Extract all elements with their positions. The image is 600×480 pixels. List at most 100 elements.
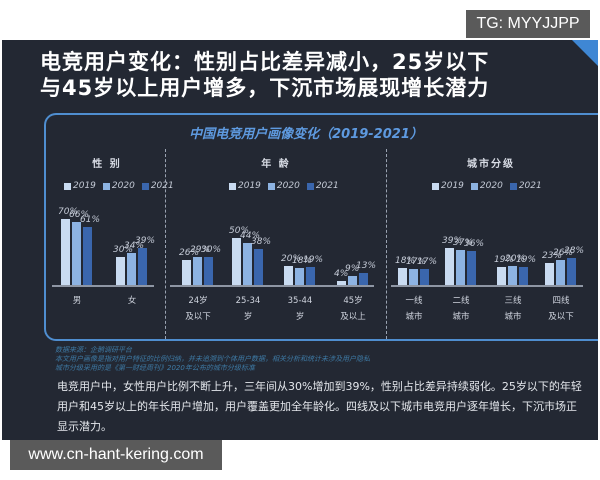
bar <box>567 258 576 285</box>
data-label: 29% <box>190 245 211 256</box>
category-label: 35-44 岁 <box>287 296 313 322</box>
data-label: 13% <box>356 260 377 271</box>
data-label: 18% <box>395 255 416 266</box>
legend-item: 2019 <box>229 181 261 191</box>
data-label: 30% <box>113 244 134 255</box>
bar <box>359 272 368 285</box>
legend-label: 2020 <box>479 181 503 191</box>
data-label: 34% <box>124 240 145 251</box>
legend-item: 2021 <box>306 181 339 191</box>
bar <box>398 267 407 285</box>
bar <box>545 263 554 285</box>
bar <box>254 248 263 285</box>
section-title: 性 别 <box>92 159 122 170</box>
category-label: 二线 城市 <box>452 296 470 322</box>
legend-swatch-icon <box>432 182 439 190</box>
legend-label: 2020 <box>276 181 300 191</box>
bar <box>127 252 136 285</box>
legend-item: 2020 <box>267 181 300 191</box>
data-label: 44% <box>240 231 261 242</box>
data-label: 38% <box>251 236 272 247</box>
bar <box>467 250 476 285</box>
bar <box>337 281 346 285</box>
section-title: 年 龄 <box>261 159 291 170</box>
bar <box>497 266 506 285</box>
chart-panel: 中国电竞用户画像变化（2019-2021） 性 别 2019 2020 2021 70%… <box>44 113 598 341</box>
data-label: 50% <box>229 225 250 236</box>
headline-line-1: 电竞用户变化：性别占比差异减小，25岁以下 <box>40 50 490 74</box>
category-label: 45岁 及以上 <box>340 296 366 322</box>
legend-swatch-icon <box>102 182 110 190</box>
data-label: 19% <box>494 254 515 265</box>
legend-swatch-icon <box>141 182 149 190</box>
data-label: 19% <box>303 254 324 265</box>
source-line-2: 本文用户画像是指对用户特征的比例归纳，并未追溯到个体用户数据，相关分析和统计未涉… <box>55 355 370 363</box>
legend-swatch-icon <box>64 182 71 190</box>
source-note: 数据来源：企鹅调研平台 本文用户画像是指对用户特征的比例归纳，并未追溯到个体用户… <box>55 346 370 373</box>
axis-baseline <box>170 285 374 287</box>
legend-item: 2020 <box>102 181 135 191</box>
legend-swatch-icon <box>470 182 478 190</box>
data-label: 70% <box>58 206 79 217</box>
bar <box>61 218 70 285</box>
category-label: 三线 城市 <box>504 296 522 322</box>
category-label: 一线 城市 <box>405 296 423 322</box>
bar <box>519 266 528 285</box>
legend: 2019 2020 2021 <box>229 181 339 191</box>
data-label: 20% <box>505 254 526 264</box>
tg-watermark: TG: MYYJJPP <box>466 10 590 38</box>
bar <box>193 257 202 285</box>
bar <box>72 222 81 285</box>
data-label: 26% <box>553 248 574 259</box>
legend-swatch-icon <box>306 182 314 190</box>
legend: 2019 2020 2021 <box>64 181 174 191</box>
bar <box>182 260 191 285</box>
legend-label: 2021 <box>150 181 174 191</box>
data-label: 28% <box>564 246 585 257</box>
data-label: 17% <box>406 256 427 267</box>
category-label: 男 <box>72 296 82 306</box>
data-label: 18% <box>292 255 313 266</box>
legend-label: 2021 <box>315 181 339 191</box>
bar <box>83 227 92 285</box>
legend-label: 2019 <box>238 181 261 191</box>
bar <box>556 260 565 285</box>
legend-item: 2021 <box>141 181 174 191</box>
data-label: 39% <box>442 235 463 246</box>
data-label: 36% <box>464 238 485 249</box>
bar <box>456 249 465 285</box>
legend-item: 2020 <box>470 181 503 191</box>
bar <box>348 276 357 285</box>
legend-label: 2020 <box>111 181 135 191</box>
data-label: 37% <box>453 237 474 248</box>
legend-label: 2019 <box>73 181 96 191</box>
legend-swatch-icon <box>509 182 517 190</box>
axis-baseline <box>391 285 583 287</box>
data-label: 9% <box>345 264 360 275</box>
legend: 2019 2020 2021 <box>432 181 542 191</box>
legend-label: 2019 <box>441 181 464 191</box>
infographic-card: 电竞用户变化：性别占比差异减小，25岁以下 与45岁以上用户增多，下沉市场展现增… <box>2 40 598 440</box>
bar <box>116 256 125 285</box>
data-label: 19% <box>516 254 537 265</box>
bar <box>243 243 252 285</box>
bar <box>138 247 147 285</box>
section-divider <box>165 149 166 339</box>
summary-text: 电竞用户中，女性用户比例不断上升，三年间从30%增加到39%，性别占比差异持续弱… <box>57 380 582 433</box>
category-label: 四线 及以下 <box>548 296 574 322</box>
data-label: 30% <box>201 244 222 255</box>
source-line-3: 城市分级采用的是《第一财经周刊》2020年公布的城市分级标准 <box>55 364 255 372</box>
category-label: 24岁 及以下 <box>185 296 211 322</box>
bar <box>284 266 293 285</box>
data-label: 61% <box>80 215 101 226</box>
data-label: 39% <box>135 235 156 246</box>
data-label: 4% <box>334 269 349 280</box>
url-watermark: www.cn-hant-kering.com <box>10 440 222 470</box>
bar <box>232 237 241 285</box>
bar <box>306 266 315 285</box>
legend-item: 2021 <box>509 181 542 191</box>
corner-accent <box>572 40 598 66</box>
legend-item: 2019 <box>432 181 464 191</box>
bar <box>420 268 429 285</box>
legend-swatch-icon <box>229 182 236 190</box>
